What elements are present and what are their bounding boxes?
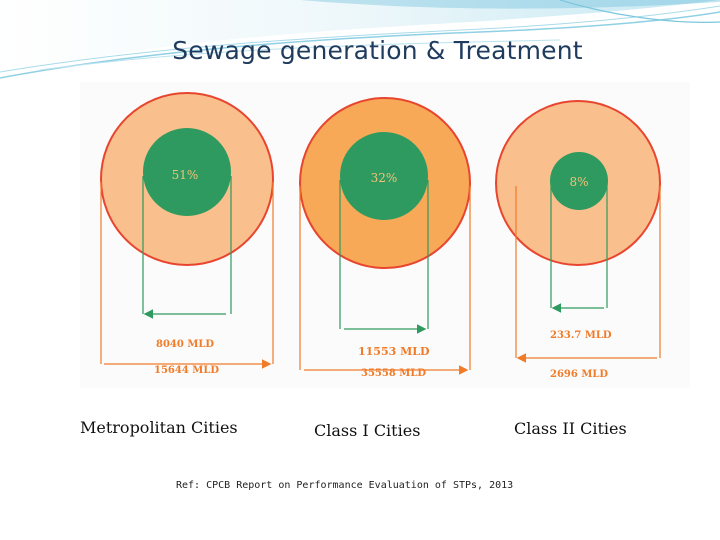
category-label-class-ii: Class II Cities: [514, 419, 627, 438]
page-title: Sewage generation & Treatment: [172, 36, 583, 65]
circle-group-metropolitan: 51% 8040 MLD 15644 MLD: [100, 92, 274, 376]
category-label-metropolitan: Metropolitan Cities: [80, 418, 238, 437]
inner-circle-class-i: [340, 132, 428, 220]
generation-label-class-ii: 2696 MLD: [550, 369, 608, 380]
treatment-label-class-ii: 233.7 MLD: [550, 330, 612, 341]
sewage-diagram: 51% 8040 MLD 15644 MLD 32% 11553 MLD 355…: [80, 82, 690, 388]
category-label-class-i: Class I Cities: [314, 421, 421, 440]
generation-label-class-i: 35558 MLD: [361, 368, 426, 379]
treatment-label-metropolitan: 8040 MLD: [156, 339, 214, 350]
header-banner: [0, 0, 720, 79]
circle-group-class-i: 32% 11553 MLD 35558 MLD: [299, 97, 471, 379]
circle-group-class-ii: 8% 233.7 MLD 2696 MLD: [495, 100, 661, 380]
inner-circle-class-ii: [550, 152, 608, 210]
percent-label-metropolitan: 51%: [172, 168, 199, 182]
reference-note: Ref: CPCB Report on Performance Evaluati…: [176, 480, 514, 491]
inner-circle-metropolitan: [143, 128, 231, 216]
percent-label-class-i: 32%: [371, 171, 398, 185]
percent-label-class-ii: 8%: [569, 175, 588, 189]
generation-label-metropolitan: 15644 MLD: [154, 365, 219, 376]
treatment-label-class-i: 11553 MLD: [358, 345, 430, 358]
diagram-svg: 51% 8040 MLD 15644 MLD 32% 11553 MLD 355…: [100, 92, 661, 380]
